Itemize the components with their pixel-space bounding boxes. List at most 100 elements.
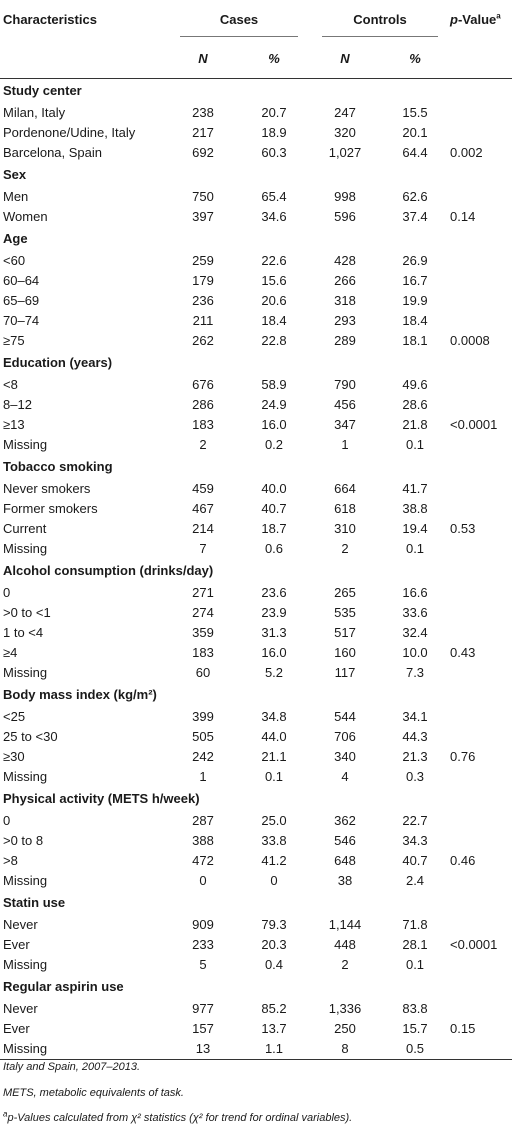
table-row: Missing 5 0.4 2 0.1 <box>0 955 512 975</box>
controls-n-cell: 8 <box>341 1041 349 1056</box>
controls-n-cell: 706 <box>334 729 356 744</box>
cases-pct-cell: 0.4 <box>264 957 284 972</box>
controls-n-cell: 2 <box>341 957 349 972</box>
cases-pct-cell: 21.1 <box>261 749 287 764</box>
cases-n-cell: 0 <box>199 873 207 888</box>
table-row: ≥13 183 16.0 347 21.8 <0.0001 <box>0 415 512 435</box>
controls-n-cell: 456 <box>334 397 356 412</box>
cases-pct-cell: 0.1 <box>264 769 284 784</box>
row-label: Never <box>3 917 38 932</box>
row-label: Never <box>3 1001 38 1016</box>
pvalue-cell <box>450 539 512 559</box>
pvalue-cell <box>450 583 512 603</box>
cases-pct-cell: 0 <box>270 873 278 888</box>
cases-pct-cell: 33.8 <box>261 833 287 848</box>
row-label: >0 to 8 <box>3 833 44 848</box>
controls-pct-cell: 34.1 <box>402 709 428 724</box>
cases-pct-cell: 25.0 <box>261 813 287 828</box>
controls-n-cell: 544 <box>334 709 356 724</box>
cases-n-cell: 2 <box>199 437 207 452</box>
row-label: 25 to <30 <box>3 729 58 744</box>
cases-pct-cell: 20.7 <box>261 105 287 120</box>
row-label: Pordenone/Udine, Italy <box>3 125 136 140</box>
table-row: Current 214 18.7 310 19.4 0.53 <box>0 519 512 539</box>
cases-pct-cell: 22.8 <box>261 333 287 348</box>
controls-n-cell: 546 <box>334 833 356 848</box>
row-label: Former smokers <box>3 501 98 516</box>
table-row: Never smokers 459 40.0 664 41.7 <box>0 479 512 499</box>
controls-n-cell: 1,336 <box>328 1001 362 1016</box>
cases-n-cell: 179 <box>192 273 214 288</box>
controls-pct-cell: 18.4 <box>402 313 428 328</box>
controls-n-cell: 160 <box>334 645 356 660</box>
section-title: Body mass index (kg/m²) <box>3 687 157 702</box>
cases-n-cell: 238 <box>192 105 214 120</box>
controls-label: Controls <box>353 12 407 27</box>
cases-pct-cell: 20.3 <box>261 937 287 952</box>
controls-n-cell: 1 <box>341 437 349 452</box>
controls-n-cell: 310 <box>334 521 356 536</box>
footnote-3-sup: a <box>3 1109 8 1119</box>
pvalue-cell <box>450 1039 512 1060</box>
controls-n-cell: 318 <box>334 293 356 308</box>
cases-n-cell: 472 <box>192 853 214 868</box>
pvalue-cell <box>450 623 512 643</box>
controls-pct-cell: 19.4 <box>402 521 428 536</box>
table-row: ≥75 262 22.8 289 18.1 0.0008 <box>0 331 512 351</box>
cases-n-cell: 287 <box>192 813 214 828</box>
sub-header-controls-n: N <box>340 51 350 66</box>
table-row: ≥4 183 16.0 160 10.0 0.43 <box>0 643 512 663</box>
cases-pct-cell: 41.2 <box>261 853 287 868</box>
controls-n-cell: 320 <box>334 125 356 140</box>
controls-pct-cell: 21.3 <box>402 749 428 764</box>
pvalue-cell <box>450 811 512 831</box>
row-label: <8 <box>3 377 18 392</box>
controls-pct-cell: 28.1 <box>402 937 428 952</box>
section-header-row: Alcohol consumption (drinks/day) <box>0 559 512 583</box>
row-label: ≥75 <box>3 333 25 348</box>
section-title: Physical activity (METS h/week) <box>3 791 200 806</box>
row-label: 70–74 <box>3 313 40 328</box>
pvalue-cell <box>450 375 512 395</box>
table-row: Former smokers 467 40.7 618 38.8 <box>0 499 512 519</box>
section-title: Alcohol consumption (drinks/day) <box>3 563 214 578</box>
row-label: Milan, Italy <box>3 105 66 120</box>
row-label: <60 <box>3 253 26 268</box>
table-row: 1 to <4 359 31.3 517 32.4 <box>0 623 512 643</box>
controls-pct-cell: 32.4 <box>402 625 428 640</box>
controls-pct-cell: 18.1 <box>402 333 428 348</box>
table-row: Never 909 79.3 1,144 71.8 <box>0 915 512 935</box>
row-label: Missing <box>3 541 48 556</box>
cases-n-cell: 399 <box>192 709 214 724</box>
controls-pct-cell: 40.7 <box>402 853 428 868</box>
table-row: 8–12 286 24.9 456 28.6 <box>0 395 512 415</box>
cases-pct-cell: 65.4 <box>261 189 287 204</box>
controls-n-cell: 648 <box>334 853 356 868</box>
controls-n-cell: 293 <box>334 313 356 328</box>
pvalue-cell <box>450 103 512 123</box>
cases-pct-cell: 18.9 <box>261 125 287 140</box>
cases-pct-cell: 34.6 <box>261 209 287 224</box>
table-row: Ever 233 20.3 448 28.1 <0.0001 <box>0 935 512 955</box>
cases-n-cell: 217 <box>192 125 214 140</box>
cases-pct-cell: 24.9 <box>261 397 287 412</box>
pvalue-cell: <0.0001 <box>450 417 498 432</box>
controls-n-cell: 1,144 <box>328 917 362 932</box>
controls-pct-cell: 71.8 <box>402 917 428 932</box>
cases-n-cell: 262 <box>192 333 214 348</box>
cases-n-cell: 233 <box>192 937 214 952</box>
cases-n-cell: 467 <box>192 501 214 516</box>
pvalue-cell: 0.002 <box>450 145 483 160</box>
cases-pct-cell: 23.9 <box>261 605 287 620</box>
section-title: Age <box>3 231 28 246</box>
sub-header-cases-pct: % <box>268 51 280 66</box>
cases-underline <box>180 36 298 37</box>
section-header-row: Study center <box>0 79 512 104</box>
row-label: Missing <box>3 957 48 972</box>
pvalue-cell <box>450 831 512 851</box>
table-row: Never 977 85.2 1,336 83.8 <box>0 999 512 1019</box>
cases-pct-cell: 13.7 <box>261 1021 287 1036</box>
row-label: Current <box>3 521 47 536</box>
pvalue-cell: 0.46 <box>450 853 476 868</box>
